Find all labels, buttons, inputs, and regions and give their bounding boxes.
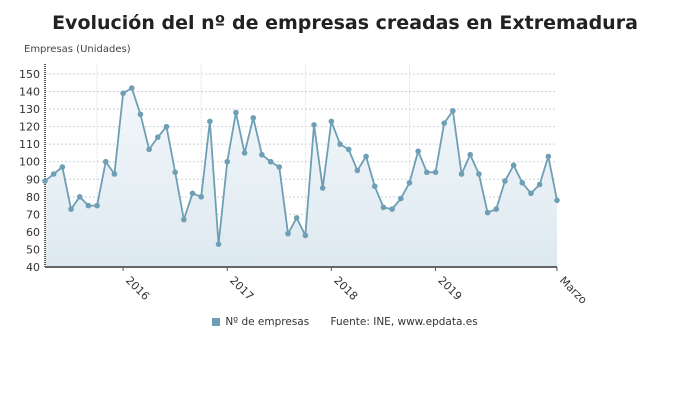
data-point xyxy=(328,118,335,125)
data-point xyxy=(59,164,66,170)
y-axis-label: Empresas (Unidades) xyxy=(24,44,131,55)
data-point xyxy=(76,194,83,200)
data-point xyxy=(441,120,447,126)
data-point xyxy=(319,185,326,191)
data-point xyxy=(467,151,474,158)
data-point xyxy=(207,118,213,125)
data-point xyxy=(181,216,187,223)
data-point xyxy=(128,85,135,91)
data-point xyxy=(528,190,534,197)
data-point xyxy=(380,204,387,211)
data-point xyxy=(267,158,274,165)
data-point xyxy=(198,194,205,200)
data-point xyxy=(389,206,395,212)
data-point xyxy=(85,202,92,209)
data-point xyxy=(311,122,317,128)
data-point xyxy=(354,167,361,174)
legend-label: Nº de empresas xyxy=(225,316,310,328)
x-tick-label: 2016 xyxy=(123,274,152,303)
legend-swatch xyxy=(212,318,221,326)
data-point xyxy=(536,181,543,188)
data-point xyxy=(94,202,100,209)
y-tick-label: 70 xyxy=(26,208,40,221)
data-point xyxy=(68,206,74,212)
data-point xyxy=(120,90,126,97)
data-point xyxy=(432,169,439,176)
data-point xyxy=(450,108,456,114)
x-tick-label: 2017 xyxy=(227,274,256,303)
data-point xyxy=(458,171,465,177)
y-tick-label: 80 xyxy=(26,191,40,204)
data-point xyxy=(215,241,222,247)
data-point xyxy=(50,171,57,177)
data-point xyxy=(259,151,265,158)
data-point xyxy=(42,178,48,184)
data-point xyxy=(189,190,196,197)
data-point xyxy=(476,171,482,177)
data-point xyxy=(276,164,283,170)
data-point xyxy=(545,153,552,160)
data-point xyxy=(285,230,291,237)
area-fill xyxy=(45,88,557,267)
data-point xyxy=(554,197,560,204)
data-point xyxy=(337,141,343,147)
data-point xyxy=(224,158,231,165)
data-point xyxy=(493,206,500,212)
data-point xyxy=(406,179,413,186)
y-tick-label: 110 xyxy=(19,138,40,151)
data-point xyxy=(519,179,526,186)
chart-title: Evolución del nº de empresas creadas en … xyxy=(52,12,638,34)
y-tick-label: 150 xyxy=(19,68,40,81)
data-point xyxy=(233,109,239,116)
y-tick-label: 50 xyxy=(26,243,40,256)
y-tick-label: 100 xyxy=(19,156,40,169)
data-point xyxy=(302,232,309,239)
x-tick-label: 2019 xyxy=(435,274,464,303)
data-point xyxy=(163,123,170,130)
x-tick-label: 2018 xyxy=(331,274,360,303)
data-point xyxy=(397,195,404,202)
data-point xyxy=(155,134,161,140)
data-point xyxy=(484,209,491,216)
data-point xyxy=(510,162,517,169)
data-point xyxy=(502,178,508,184)
data-point xyxy=(111,171,118,177)
data-point xyxy=(172,169,178,176)
y-tick-label: 120 xyxy=(19,121,40,134)
y-tick-label: 60 xyxy=(26,226,40,239)
data-point xyxy=(146,146,152,153)
data-point xyxy=(363,153,369,160)
x-tick-label: Marzo xyxy=(557,274,590,307)
y-tick-label: 90 xyxy=(26,173,40,186)
data-point xyxy=(137,111,144,118)
source-note: Fuente: INE, www.epdata.es xyxy=(330,316,478,328)
data-point xyxy=(371,183,378,190)
data-point xyxy=(102,158,109,165)
y-tick-label: 140 xyxy=(19,86,40,99)
data-point xyxy=(293,215,300,221)
y-tick-label: 130 xyxy=(19,103,40,116)
data-point xyxy=(250,115,257,121)
data-point xyxy=(424,169,430,176)
data-point xyxy=(241,150,248,156)
legend: Nº de empresas Fuente: INE, www.epdata.e… xyxy=(0,316,690,328)
data-point xyxy=(415,148,421,154)
data-point xyxy=(345,146,352,153)
y-tick-label: 40 xyxy=(26,261,40,274)
